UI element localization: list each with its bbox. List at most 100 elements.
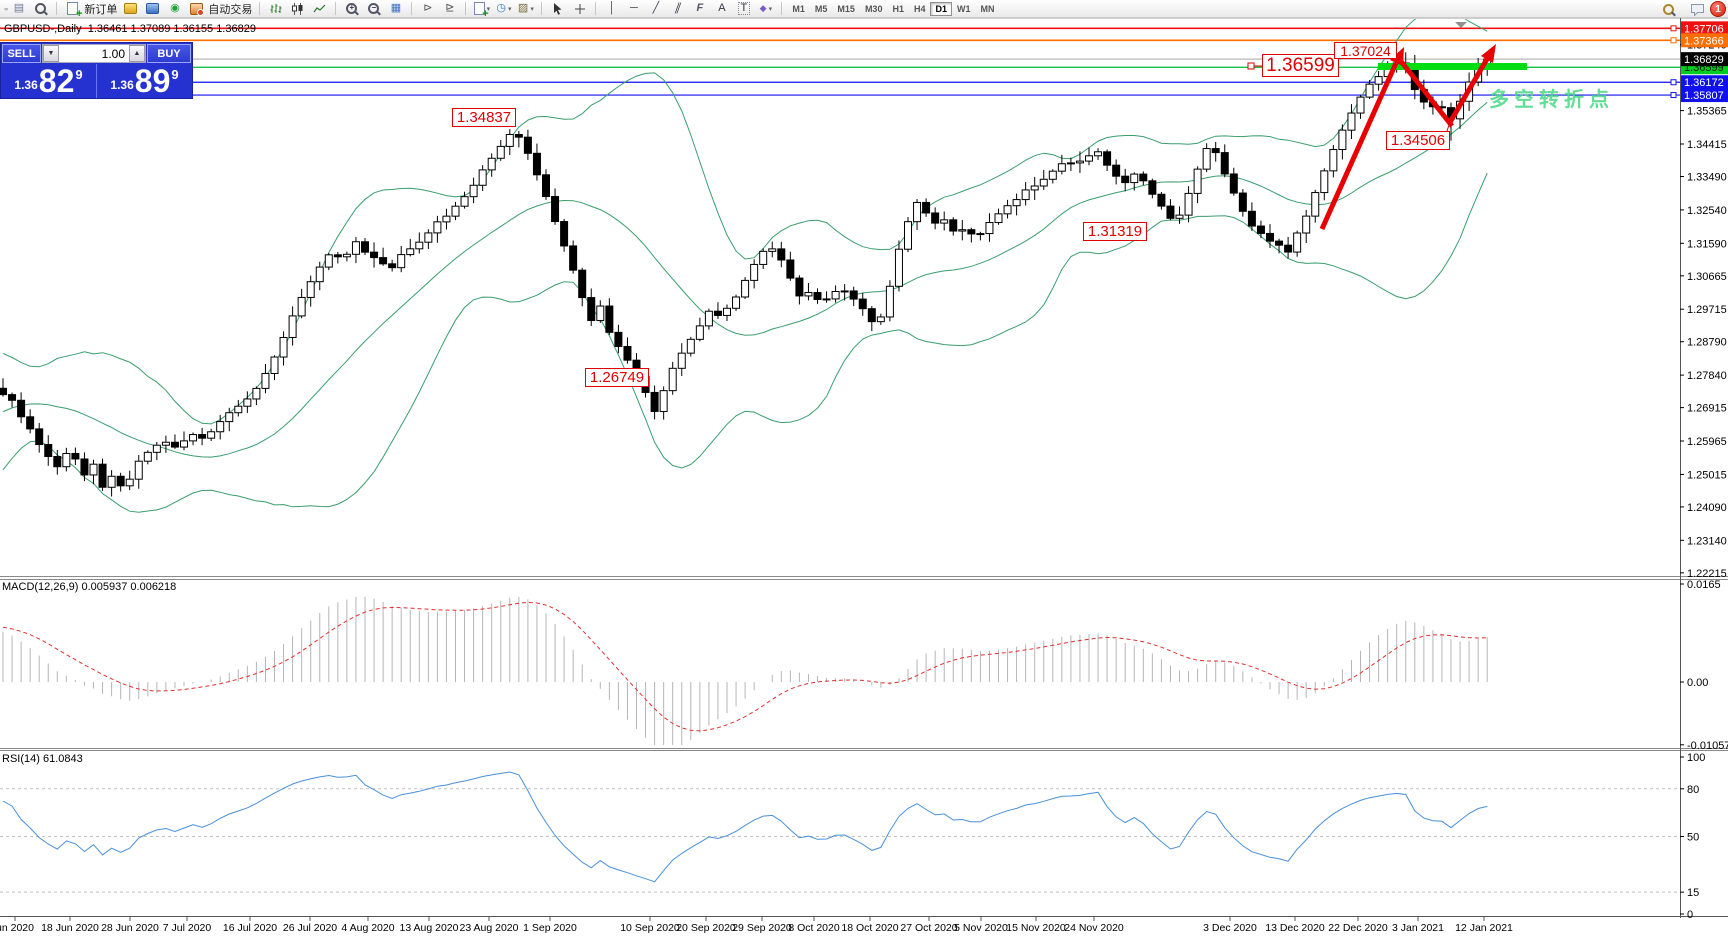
trend-arrow-1[interactable]	[1319, 61, 1399, 231]
new-order-button[interactable]	[62, 1, 83, 20]
date-tick-label: 24 Nov 2020	[1064, 922, 1124, 934]
channel-icon[interactable]: ∥	[673, 2, 684, 14]
svg-text:1.25965: 1.25965	[1687, 436, 1727, 448]
timeframe-button-M1[interactable]: M1	[792, 3, 805, 14]
svg-text:0: 0	[1687, 909, 1693, 921]
sell-price-big: 82	[38, 63, 75, 99]
buy-button[interactable]: BUY	[147, 44, 191, 63]
timeframe-button-M5[interactable]: M5	[814, 3, 828, 14]
hline-handle[interactable]	[1670, 79, 1677, 86]
zoom-in-icon[interactable]: +	[341, 1, 362, 17]
arrow-head	[1481, 44, 1496, 63]
support-zone-bar[interactable]	[1378, 63, 1527, 70]
cursor-icon[interactable]	[547, 1, 568, 17]
market-watch-icon[interactable]	[120, 1, 141, 17]
label-tool-icon[interactable]: T	[733, 1, 754, 17]
shapes-icon[interactable]: ◆ ▾	[759, 3, 773, 13]
preview-icon[interactable]	[30, 1, 51, 17]
timeframe-button-H4[interactable]: H4	[913, 3, 926, 14]
rsi-indicator-label: RSI(14) 61.0843	[2, 753, 83, 765]
volume-decrease-button[interactable]: ▼	[43, 45, 59, 62]
trend-arrow-2[interactable]	[1398, 58, 1454, 128]
date-tick-label: 29 Sep 2020	[732, 922, 792, 934]
new-order-label[interactable]: 新订单	[84, 3, 118, 16]
bollinger-lower-band	[2, 172, 1488, 513]
comments-icon[interactable]	[1687, 1, 1708, 17]
timeframe-button-MN[interactable]: MN	[980, 3, 995, 14]
chart-note-text[interactable]: 多空转折点	[1489, 89, 1614, 111]
hline-handle[interactable]	[1670, 25, 1677, 32]
macd-histogram	[2, 596, 1488, 745]
chart-shift-marker[interactable]	[1455, 22, 1467, 28]
timeframe-button-M15[interactable]: M15	[837, 3, 855, 14]
svg-text:1.35807: 1.35807	[1684, 90, 1724, 102]
svg-text:1.24090: 1.24090	[1687, 502, 1727, 514]
buy-price-sup: 9	[171, 67, 179, 82]
main-toolbar: ▪▪ ▤ 新订单 ◉ 自动交易 + − ▦ ⊳ ⊵ ▾ ◷▾ ▨▾ │ ─ ╱ …	[0, 0, 1728, 20]
price-annotation-1.34837[interactable]: 1.34837	[452, 108, 516, 127]
price-annotation-1.34506[interactable]: 1.34506	[1386, 131, 1450, 150]
publish-icon[interactable]	[142, 1, 163, 17]
svg-text:15: 15	[1687, 887, 1699, 899]
autotrade-button[interactable]	[186, 1, 207, 17]
autotrade-icon	[190, 2, 205, 16]
signal-icon[interactable]: ◉	[170, 2, 180, 14]
periods-icon[interactable]: ◷ ▾	[496, 2, 512, 14]
toolbar-right-icons	[1658, 0, 1708, 18]
date-tick-label: 8 Oct 2020	[788, 922, 840, 934]
date-tick-label: un 2020	[0, 922, 34, 934]
date-tick-label: 22 Dec 2020	[1328, 922, 1388, 934]
indicators-icon[interactable]: ▾	[471, 1, 492, 20]
price-annotation-1.26749[interactable]: 1.26749	[585, 368, 649, 387]
svg-text:0.00: 0.00	[1687, 677, 1708, 689]
horizontal-line-icon[interactable]: ─	[629, 2, 638, 14]
buy-price-display[interactable]: 1.36 89 9	[97, 64, 192, 98]
autotrade-label[interactable]: 自动交易	[208, 3, 253, 16]
svg-text:50: 50	[1687, 832, 1699, 844]
price-annotation-1.36599[interactable]: 1.36599	[1262, 54, 1339, 77]
price-axis: 1.372401.353651.344151.334901.325401.315…	[1680, 40, 1727, 580]
tile-windows-icon[interactable]: ▦	[390, 2, 402, 14]
vertical-line-icon[interactable]: │	[608, 2, 616, 14]
svg-text:1.32540: 1.32540	[1687, 205, 1727, 217]
price-annotation-1.37024[interactable]: 1.37024	[1334, 42, 1397, 59]
timeframe-button-D1[interactable]: D1	[930, 1, 952, 16]
date-tick-label: 18 Oct 2020	[841, 922, 899, 934]
timeframe-button-W1[interactable]: W1	[957, 3, 971, 14]
crosshair-icon[interactable]	[569, 1, 590, 17]
templates-icon[interactable]: ▨ ▾	[517, 2, 534, 14]
hline-handle[interactable]	[1670, 37, 1677, 44]
volume-field[interactable]: 1.00	[59, 45, 129, 62]
price-label-1.37366: 1.37366	[1681, 33, 1728, 48]
fibonacci-icon[interactable]: F	[696, 2, 704, 14]
auto-scroll-icon[interactable]: ⊳	[423, 2, 433, 14]
timeframe-button-H1[interactable]: H1	[892, 3, 904, 14]
timeframe-button-M30[interactable]: M30	[864, 3, 883, 14]
search-icon[interactable]	[1658, 1, 1679, 17]
price-label-1.35807: 1.35807	[1681, 88, 1728, 103]
trendline-icon[interactable]: ╱	[652, 2, 660, 14]
notification-badge[interactable]: 1	[1710, 1, 1726, 17]
svg-text:1.34415: 1.34415	[1687, 139, 1727, 151]
candle-chart-icon[interactable]	[287, 1, 308, 17]
chart-shift-icon[interactable]: ⊵	[445, 2, 455, 14]
price-annotation-1.31319[interactable]: 1.31319	[1083, 222, 1147, 241]
price-label-1.37706: 1.37706	[1681, 21, 1728, 35]
svg-text:1.33490: 1.33490	[1687, 172, 1727, 184]
price-label-1.36829: 1.36829	[1681, 52, 1728, 67]
volume-increase-button[interactable]: ▲	[129, 45, 145, 62]
date-tick-label: 3 Jan 2021	[1392, 922, 1444, 934]
text-tool-icon[interactable]: A	[718, 2, 726, 14]
bar-chart-icon[interactable]	[265, 1, 286, 17]
timeframe-bar: M1 M5 M15 M30 H1 H4 D1 W1 MN	[787, 1, 999, 16]
line-chart-icon[interactable]	[309, 1, 330, 17]
volume-stepper: ▼ 1.00 ▲	[42, 44, 146, 63]
chart-window-icon[interactable]: ▤	[13, 2, 25, 14]
price-label-1.36172: 1.36172	[1681, 75, 1728, 90]
trend-arrow-3[interactable]	[1446, 57, 1490, 126]
zoom-out-icon[interactable]: −	[363, 1, 384, 17]
sell-price-display[interactable]: 1.36 82 9	[1, 64, 97, 98]
sell-button[interactable]: SELL	[2, 44, 41, 63]
hline-handle[interactable]	[1670, 92, 1677, 99]
